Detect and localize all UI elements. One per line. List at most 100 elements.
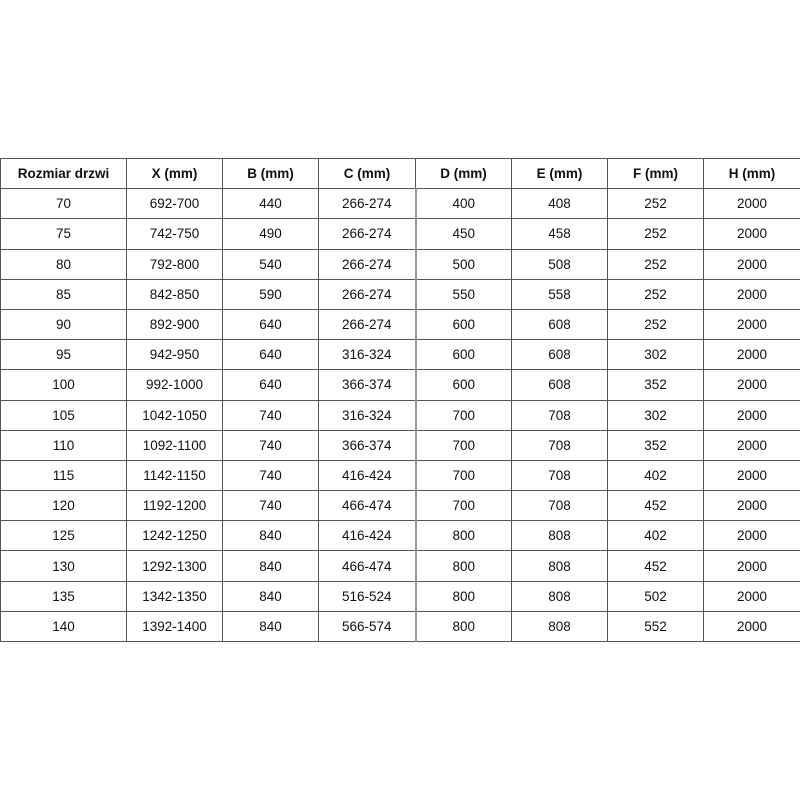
table-cell: 740 bbox=[222, 429, 319, 461]
table-row: 115 1142-1150 740 416-424 700 708 402 2000 bbox=[0, 459, 800, 492]
table-cell: 2000 bbox=[703, 429, 800, 461]
table-cell: 2000 bbox=[703, 459, 800, 492]
table-cell: 552 bbox=[607, 610, 704, 643]
table-cell: 740 bbox=[222, 490, 319, 522]
table-cell: 2000 bbox=[703, 188, 800, 220]
table-cell: 2000 bbox=[703, 278, 800, 310]
table-cell: 70 bbox=[0, 188, 127, 220]
table-cell: 125 bbox=[0, 520, 127, 552]
table-cell: 105 bbox=[0, 399, 127, 431]
table-cell: 1242-1250 bbox=[126, 520, 223, 552]
table-cell: 2000 bbox=[703, 339, 800, 371]
table-cell: 352 bbox=[607, 369, 704, 401]
table-cell: 808 bbox=[511, 580, 608, 612]
table-row: 110 1092-1100 740 366-374 700 708 352 2000 bbox=[0, 429, 800, 461]
table-cell: 140 bbox=[0, 610, 127, 643]
table-cell: 840 bbox=[222, 550, 319, 582]
table-cell: 708 bbox=[511, 429, 608, 461]
table-cell: 800 bbox=[415, 520, 512, 552]
table-cell: 742-750 bbox=[126, 218, 223, 250]
table-cell: 450 bbox=[415, 218, 512, 250]
table-cell: 590 bbox=[222, 278, 319, 310]
table-cell: 842-850 bbox=[126, 278, 223, 310]
table-cell: 402 bbox=[607, 459, 704, 492]
table-cell: 942-950 bbox=[126, 339, 223, 371]
table-cell: 2000 bbox=[703, 610, 800, 643]
table-cell: 135 bbox=[0, 580, 127, 612]
table-cell: 252 bbox=[607, 188, 704, 220]
table-cell: 740 bbox=[222, 459, 319, 492]
table-cell: 566-574 bbox=[318, 610, 417, 643]
table-cell: 2000 bbox=[703, 218, 800, 250]
table-cell: 840 bbox=[222, 520, 319, 552]
table-row: 95 942-950 640 316-324 600 608 302 2000 bbox=[0, 339, 800, 371]
table-cell: 75 bbox=[0, 218, 127, 250]
table-cell: 316-324 bbox=[318, 339, 417, 371]
table-cell: 366-374 bbox=[318, 429, 417, 461]
table-cell: 808 bbox=[511, 610, 608, 643]
table-cell: 266-274 bbox=[318, 188, 417, 220]
table-cell: 408 bbox=[511, 188, 608, 220]
table-row: 90 892-900 640 266-274 600 608 252 2000 bbox=[0, 308, 800, 341]
table-cell: 1192-1200 bbox=[126, 490, 223, 522]
table-cell: 600 bbox=[415, 339, 512, 371]
table-cell: 700 bbox=[415, 459, 512, 492]
table-cell: 252 bbox=[607, 218, 704, 250]
table-cell: 800 bbox=[415, 580, 512, 612]
table-cell: 400 bbox=[415, 188, 512, 220]
table-cell: 252 bbox=[607, 308, 704, 341]
table-cell: 558 bbox=[511, 278, 608, 310]
table-cell: 1042-1050 bbox=[126, 399, 223, 431]
table-cell: 800 bbox=[415, 550, 512, 582]
table-cell: 252 bbox=[607, 278, 704, 310]
table-cell: 840 bbox=[222, 580, 319, 612]
door-size-table: Rozmiar drzwi X (mm) B (mm) C (mm) D (mm) E (… bbox=[0, 157, 800, 643]
table-cell: 792-800 bbox=[126, 248, 223, 280]
table-cell: 608 bbox=[511, 339, 608, 371]
table-cell: 808 bbox=[511, 520, 608, 552]
table-cell: 608 bbox=[511, 369, 608, 401]
table-cell: 1342-1350 bbox=[126, 580, 223, 612]
table-cell: 466-474 bbox=[318, 490, 417, 522]
table-cell: 640 bbox=[222, 308, 319, 341]
table-cell: 516-524 bbox=[318, 580, 417, 612]
table-cell: 640 bbox=[222, 369, 319, 401]
table-row: 100 992-1000 640 366-374 600 608 352 2000 bbox=[0, 369, 800, 401]
table-cell: 2000 bbox=[703, 550, 800, 582]
column-header: D (mm) bbox=[415, 157, 512, 190]
table-cell: 115 bbox=[0, 459, 127, 492]
table-row: 135 1342-1350 840 516-524 800 808 502 2000 bbox=[0, 580, 800, 612]
table-cell: 600 bbox=[415, 369, 512, 401]
table-cell: 90 bbox=[0, 308, 127, 341]
table-row: 130 1292-1300 840 466-474 800 808 452 2000 bbox=[0, 550, 800, 582]
column-header: H (mm) bbox=[703, 157, 800, 190]
table-row: 75 742-750 490 266-274 450 458 252 2000 bbox=[0, 218, 800, 250]
table-cell: 640 bbox=[222, 339, 319, 371]
table-cell: 740 bbox=[222, 399, 319, 431]
table-cell: 366-374 bbox=[318, 369, 417, 401]
table-row: 120 1192-1200 740 466-474 700 708 452 2000 bbox=[0, 490, 800, 522]
table-row: 105 1042-1050 740 316-324 700 708 302 2000 bbox=[0, 399, 800, 431]
table-cell: 466-474 bbox=[318, 550, 417, 582]
table-row: 70 692-700 440 266-274 400 408 252 2000 bbox=[0, 188, 800, 220]
column-header: Rozmiar drzwi bbox=[0, 157, 127, 190]
table-cell: 120 bbox=[0, 490, 127, 522]
table-cell: 416-424 bbox=[318, 520, 417, 552]
header-row: Rozmiar drzwi X (mm) B (mm) C (mm) D (mm) E (… bbox=[0, 157, 800, 190]
table-cell: 252 bbox=[607, 248, 704, 280]
table-cell: 2000 bbox=[703, 399, 800, 431]
table-cell: 808 bbox=[511, 550, 608, 582]
table-cell: 452 bbox=[607, 550, 704, 582]
table-cell: 2000 bbox=[703, 308, 800, 341]
table-cell: 266-274 bbox=[318, 278, 417, 310]
table-cell: 708 bbox=[511, 399, 608, 431]
table-cell: 708 bbox=[511, 459, 608, 492]
table-cell: 490 bbox=[222, 218, 319, 250]
table-cell: 402 bbox=[607, 520, 704, 552]
table-cell: 992-1000 bbox=[126, 369, 223, 401]
table-row: 85 842-850 590 266-274 550 558 252 2000 bbox=[0, 278, 800, 310]
table-cell: 700 bbox=[415, 399, 512, 431]
table-cell: 700 bbox=[415, 429, 512, 461]
table-cell: 316-324 bbox=[318, 399, 417, 431]
table-cell: 266-274 bbox=[318, 248, 417, 280]
